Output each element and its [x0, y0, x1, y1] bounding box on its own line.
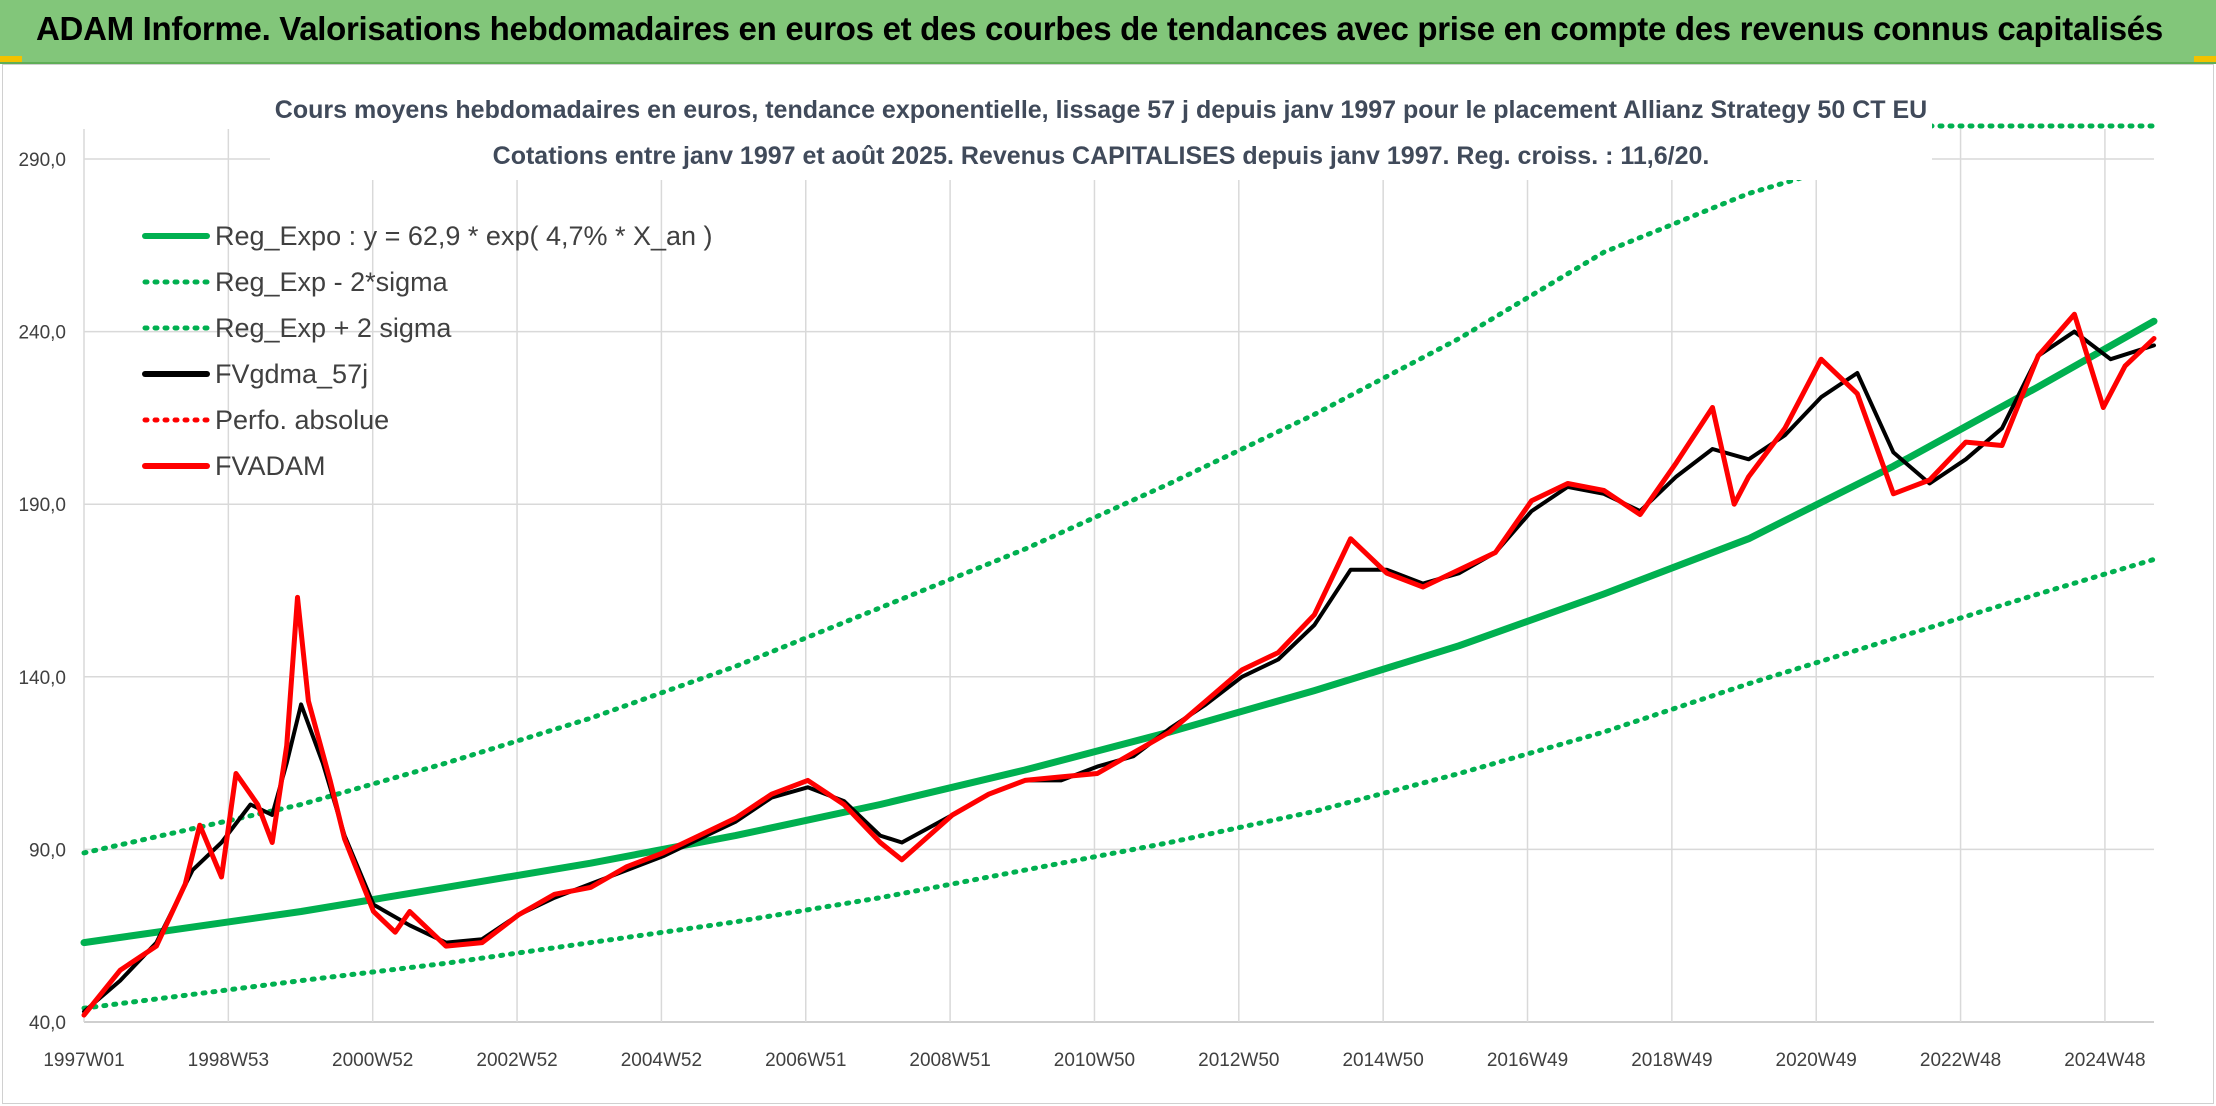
- x-tick-label: 1997W01: [43, 1050, 124, 1071]
- x-tick-label: 2002W52: [476, 1050, 557, 1071]
- x-tick-label: 2018W49: [1631, 1050, 1712, 1071]
- legend-label: Reg_Exp - 2*sigma: [215, 267, 449, 297]
- x-tick-label: 2012W50: [1198, 1050, 1279, 1071]
- chart-subtitle: Cotations entre janv 1997 et août 2025. …: [493, 142, 1710, 170]
- legend-label: Reg_Expo : y = 62,9 * exp( 4,7% * X_an ): [215, 221, 713, 251]
- x-tick-label: 2008W51: [909, 1050, 990, 1071]
- legend-label: Perfo. absolue: [215, 405, 389, 435]
- x-tick-label: 2022W48: [1920, 1050, 2001, 1071]
- series-line-5: [81, 311, 2157, 1018]
- title-background: [270, 88, 1932, 180]
- legend-item: Reg_Exp - 2*sigma: [142, 267, 449, 297]
- legend-item: Perfo. absolue: [142, 405, 389, 435]
- x-tick-label: 2024W48: [2064, 1050, 2145, 1071]
- y-tick-label: 190,0: [18, 495, 66, 516]
- x-tick-label: 2020W49: [1776, 1050, 1857, 1071]
- legend-label: FVADAM: [215, 451, 326, 481]
- x-tick-label: 2010W50: [1054, 1050, 1135, 1071]
- grid-lines: [83, 129, 2154, 1023]
- y-tick-label: 40,0: [29, 1013, 66, 1034]
- chart-frame: [2, 64, 2214, 1104]
- x-tick-label: 2016W49: [1487, 1050, 1568, 1071]
- corner-marker-right: [2194, 56, 2216, 62]
- x-tick-label: 2004W52: [621, 1050, 702, 1071]
- series-line-2: [81, 156, 1867, 856]
- legend-item: Reg_Expo : y = 62,9 * exp( 4,7% * X_an ): [142, 221, 713, 251]
- y-tick-label: 290,0: [18, 150, 66, 171]
- legend-label: Reg_Exp + 2 sigma: [215, 313, 452, 343]
- x-tick-label: 2000W52: [332, 1050, 413, 1071]
- report-header: ADAM Informe. Valorisations hebdomadaire…: [0, 0, 2216, 64]
- legend-item: FVgdma_57j: [142, 359, 368, 389]
- y-tick-label: 140,0: [18, 668, 66, 689]
- chart-title: Cours moyens hebdomadaires en euros, ten…: [275, 96, 1927, 124]
- x-tick-label: 1998W53: [188, 1050, 269, 1071]
- x-tick-label: 2006W51: [765, 1050, 846, 1071]
- legend: Reg_Expo : y = 62,9 * exp( 4,7% * X_an )…: [142, 221, 713, 481]
- report-title: ADAM Informe. Valorisations hebdomadaire…: [36, 10, 2163, 47]
- y-tick-label: 240,0: [18, 323, 66, 344]
- series-layer: [80, 123, 2158, 1018]
- y-axis-ticks: 40,0 90,0 140,0 190,0 240,0 290,0: [18, 150, 66, 1034]
- x-axis-ticks: 1997W01 1998W53 2000W52 2002W52 2004W52 2006W…: [43, 1050, 2145, 1071]
- legend-item: Reg_Exp + 2 sigma: [142, 313, 452, 343]
- series-line-3: [82, 329, 2156, 1014]
- series-line-1: [81, 556, 2157, 1011]
- x-tick-label: 2014W50: [1342, 1050, 1423, 1071]
- y-tick-label: 90,0: [29, 840, 66, 861]
- corner-marker-left: [0, 56, 22, 62]
- legend-item: FVADAM: [142, 451, 326, 481]
- legend-label: FVgdma_57j: [215, 359, 368, 389]
